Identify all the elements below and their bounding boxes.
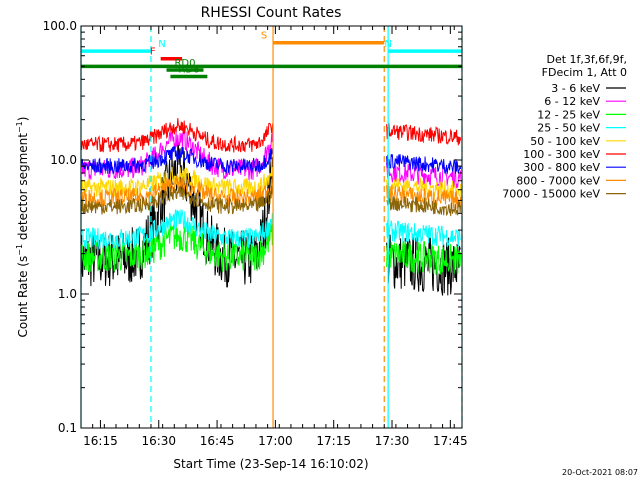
legend-header-line: Det 1f,3f,6f,9f,: [546, 53, 627, 66]
legend: Det 1f,3f,6f,9f,FDecim 1, Att 0 3 - 6 keV…: [502, 53, 627, 201]
x-tick-label: 16:15: [83, 434, 118, 448]
x-tick-label: 17:45: [433, 434, 468, 448]
footer-timestamp: 20-Oct-2021 08:07: [562, 468, 638, 477]
x-tick-label: 17:30: [375, 434, 410, 448]
y-tick-label: 0.1: [58, 421, 77, 435]
chart-title: RHESSI Count Rates: [201, 5, 342, 21]
series-layer: [80, 118, 462, 296]
x-tick-label: 16:30: [141, 434, 176, 448]
series-line-300-800-kev: [80, 146, 462, 175]
legend-entry-label: 300 - 800 keV: [523, 161, 600, 174]
axis-layer: 0.1 1.0 10.0 100.0 16:15 16:30 16:45 17:00 17:15…: [43, 19, 468, 448]
legend-entry-label: 6 - 12 keV: [544, 95, 600, 108]
flag-label-n-1: N: [384, 39, 391, 50]
y-tick-label: 10.0: [50, 153, 77, 167]
flag-label-f-3: F: [150, 47, 156, 58]
legend-entry-label: 25 - 50 keV: [537, 122, 600, 135]
legend-header-line: FDecim 1, Att 0: [542, 66, 627, 79]
flag-label-n-0: N: [158, 39, 165, 50]
series-line-12-25-kev: [80, 217, 462, 275]
legend-entry-label: 800 - 7000 keV: [516, 174, 600, 187]
flag-label-s-2: S: [261, 31, 267, 42]
x-tick-label: 16:45: [200, 434, 235, 448]
x-tick-label: 17:15: [316, 434, 351, 448]
y-tick-label: 1.0: [58, 287, 77, 301]
legend-entry-label: 3 - 6 keV: [551, 82, 600, 95]
series-line-100-300-kev: [80, 118, 462, 153]
series-line-800-7000-kev: [80, 176, 462, 209]
legend-entry-label: 100 - 300 keV: [523, 148, 600, 161]
legend-entry-label: 12 - 25 keV: [537, 108, 600, 121]
y-tick-label: 100.0: [43, 19, 77, 33]
legend-entry-label: 50 - 100 keV: [530, 135, 600, 148]
plot-frame: [80, 25, 463, 429]
x-axis-label: Start Time (23-Sep-14 16:10:02): [173, 457, 368, 471]
flag-label-rd6-6: RD6: [178, 64, 199, 75]
series-line-25-50-kev: [80, 209, 461, 251]
flag-label-rd0-5: RD0: [174, 58, 195, 69]
x-tick-label: 17:00: [258, 434, 293, 448]
series-line-7000-15000-kev: [80, 185, 462, 217]
y-axis-label: Count Rate (s−1 detector segment−1): [15, 117, 30, 338]
legend-entry-label: 7000 - 15000 keV: [502, 188, 600, 201]
